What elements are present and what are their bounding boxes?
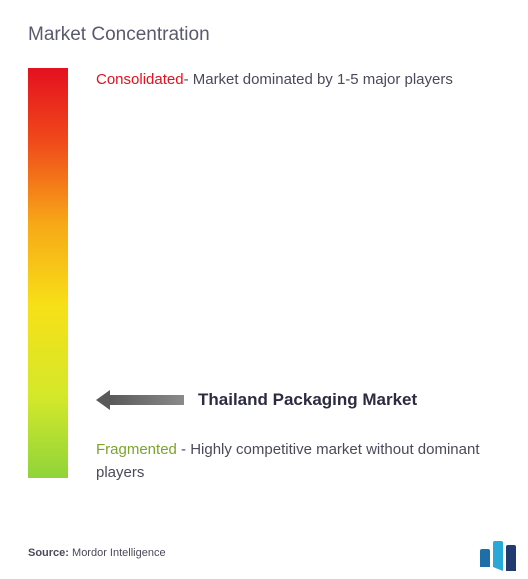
page-title: Market Concentration	[28, 24, 500, 46]
arrow-head	[96, 390, 110, 410]
consolidated-description: Consolidated- Market dominated by 1-5 ma…	[96, 68, 453, 91]
brand-logo	[478, 537, 520, 571]
fragmented-description: Fragmented - Highly competitive market w…	[96, 438, 500, 485]
logo-bar-3	[506, 545, 516, 571]
fragmented-label: Fragmented	[96, 441, 177, 458]
consolidated-label: Consolidated	[96, 71, 184, 88]
marker-label: Thailand Packaging Market	[198, 390, 417, 410]
consolidated-text: - Market dominated by 1-5 major players	[184, 71, 453, 88]
logo-bar-2	[493, 541, 503, 571]
concentration-gradient-bar	[28, 68, 68, 478]
source-attribution: Source: Mordor Intelligence	[28, 547, 166, 559]
source-text: Mordor Intelligence	[69, 547, 166, 559]
arrow-shaft	[110, 395, 184, 405]
concentration-diagram: Consolidated- Market dominated by 1-5 ma…	[28, 68, 500, 498]
arrow-icon	[96, 390, 184, 410]
logo-bar-1	[480, 549, 490, 567]
market-marker: Thailand Packaging Market	[96, 390, 417, 410]
text-area: Consolidated- Market dominated by 1-5 ma…	[96, 68, 500, 498]
source-label: Source:	[28, 547, 69, 559]
